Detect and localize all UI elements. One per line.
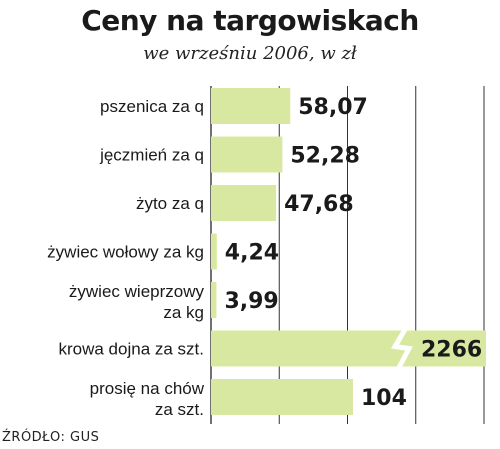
value-labels: 58,07 52,28 47,684,24 3,99 2266 104 — [224, 95, 482, 411]
category-label: żyto za q — [136, 194, 204, 213]
bars-group — [211, 88, 486, 415]
bar — [211, 136, 283, 173]
source-note: ŹRÓDŁO: GUS — [2, 430, 100, 445]
category-label: jęczmień za q — [99, 146, 204, 165]
value-label: 47,68 — [284, 192, 354, 217]
value-label: 3,99 — [224, 289, 278, 314]
value-label: 52,28 — [290, 144, 360, 169]
bar — [211, 185, 277, 221]
category-label: prosię na chów za szt. — [90, 379, 205, 419]
category-label: pszenica za q — [100, 97, 204, 116]
value-label: 58,07 — [298, 95, 368, 120]
bar — [211, 88, 291, 124]
bar — [211, 379, 353, 415]
chart-title: Ceny na targowiskach — [81, 4, 419, 37]
category-label: żywiec wołowy za kg — [47, 243, 204, 262]
axis-break-mark — [390, 328, 413, 369]
bar — [211, 233, 217, 270]
value-label: 104 — [361, 386, 407, 411]
category-label: krowa dojna za szt. — [58, 340, 204, 359]
category-label: żywiec wieprzowy za kg — [69, 282, 205, 322]
bar — [211, 282, 217, 318]
bar — [211, 330, 486, 367]
category-labels: pszenica za q jęczmień za q żyto za q żywie… — [47, 97, 205, 419]
chart-subtitle: we wrześniu 2006, w zł — [143, 43, 357, 64]
value-label: 2266 — [421, 338, 482, 363]
value-label: 4,24 — [225, 241, 279, 266]
